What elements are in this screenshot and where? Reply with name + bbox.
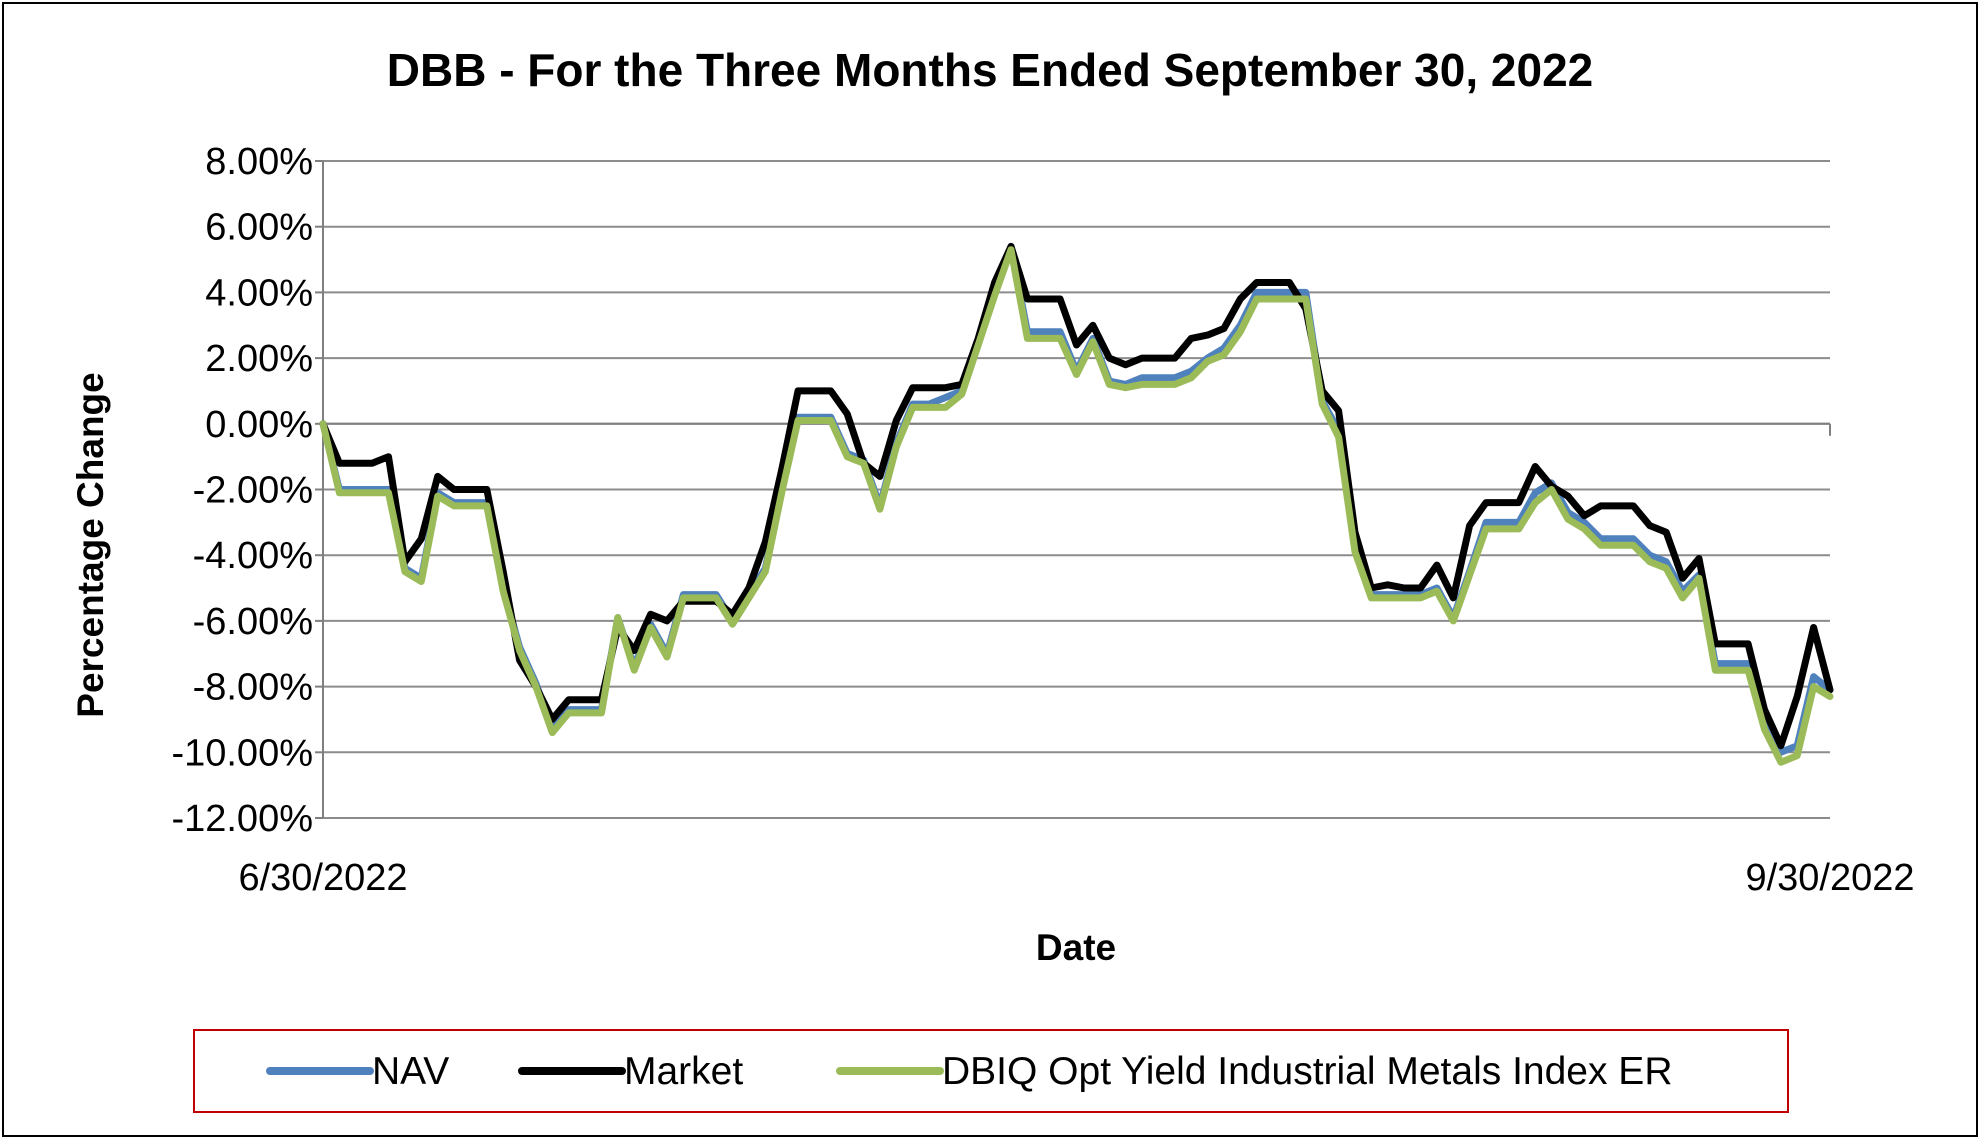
y-tick-label: -6.00% [193,601,313,643]
x-axis-label: Date [1036,927,1116,968]
series-layer [319,242,1834,766]
grid-lines [323,160,1830,819]
y-tick-label: 8.00% [205,141,313,183]
series-line-market [319,242,1834,750]
y-axis-label: Percentage Change [70,372,111,717]
y-tick-label: -12.00% [171,798,313,840]
series-line-dbiq-opt-yield-industrial-metals-index-er [319,246,1834,766]
legend-label: DBIQ Opt Yield Industrial Metals Index E… [942,1050,1673,1093]
y-tick-label: -10.00% [171,732,313,774]
x-tick-label: 6/30/2022 [238,857,407,899]
y-tick-label: 6.00% [205,207,313,249]
legend: NAV Market DBIQ Opt Yield Industrial Metal… [266,1050,1673,1093]
y-tick-label: -2.00% [193,470,313,512]
y-tick-label: 0.00% [205,404,313,446]
legend-box [193,1029,1789,1113]
x-axis-ticks: 6/30/2022 9/30/2022 [238,423,1915,899]
legend-label: NAV [372,1050,449,1093]
y-tick-label: -8.00% [193,667,313,709]
y-tick-label: 2.00% [205,338,313,380]
y-tick-label: -4.00% [193,535,313,577]
chart-title: DBB - For the Three Months Ended Septemb… [387,44,1593,96]
y-axis-ticks: 8.00% 6.00% 4.00% 2.00% 0.00% -2.00% -4.00% -6.… [171,141,323,840]
x-tick-label: 9/30/2022 [1745,857,1914,899]
y-tick-label: 4.00% [205,272,313,314]
legend-label: Market [624,1050,743,1093]
series-line-nav [319,242,1834,756]
